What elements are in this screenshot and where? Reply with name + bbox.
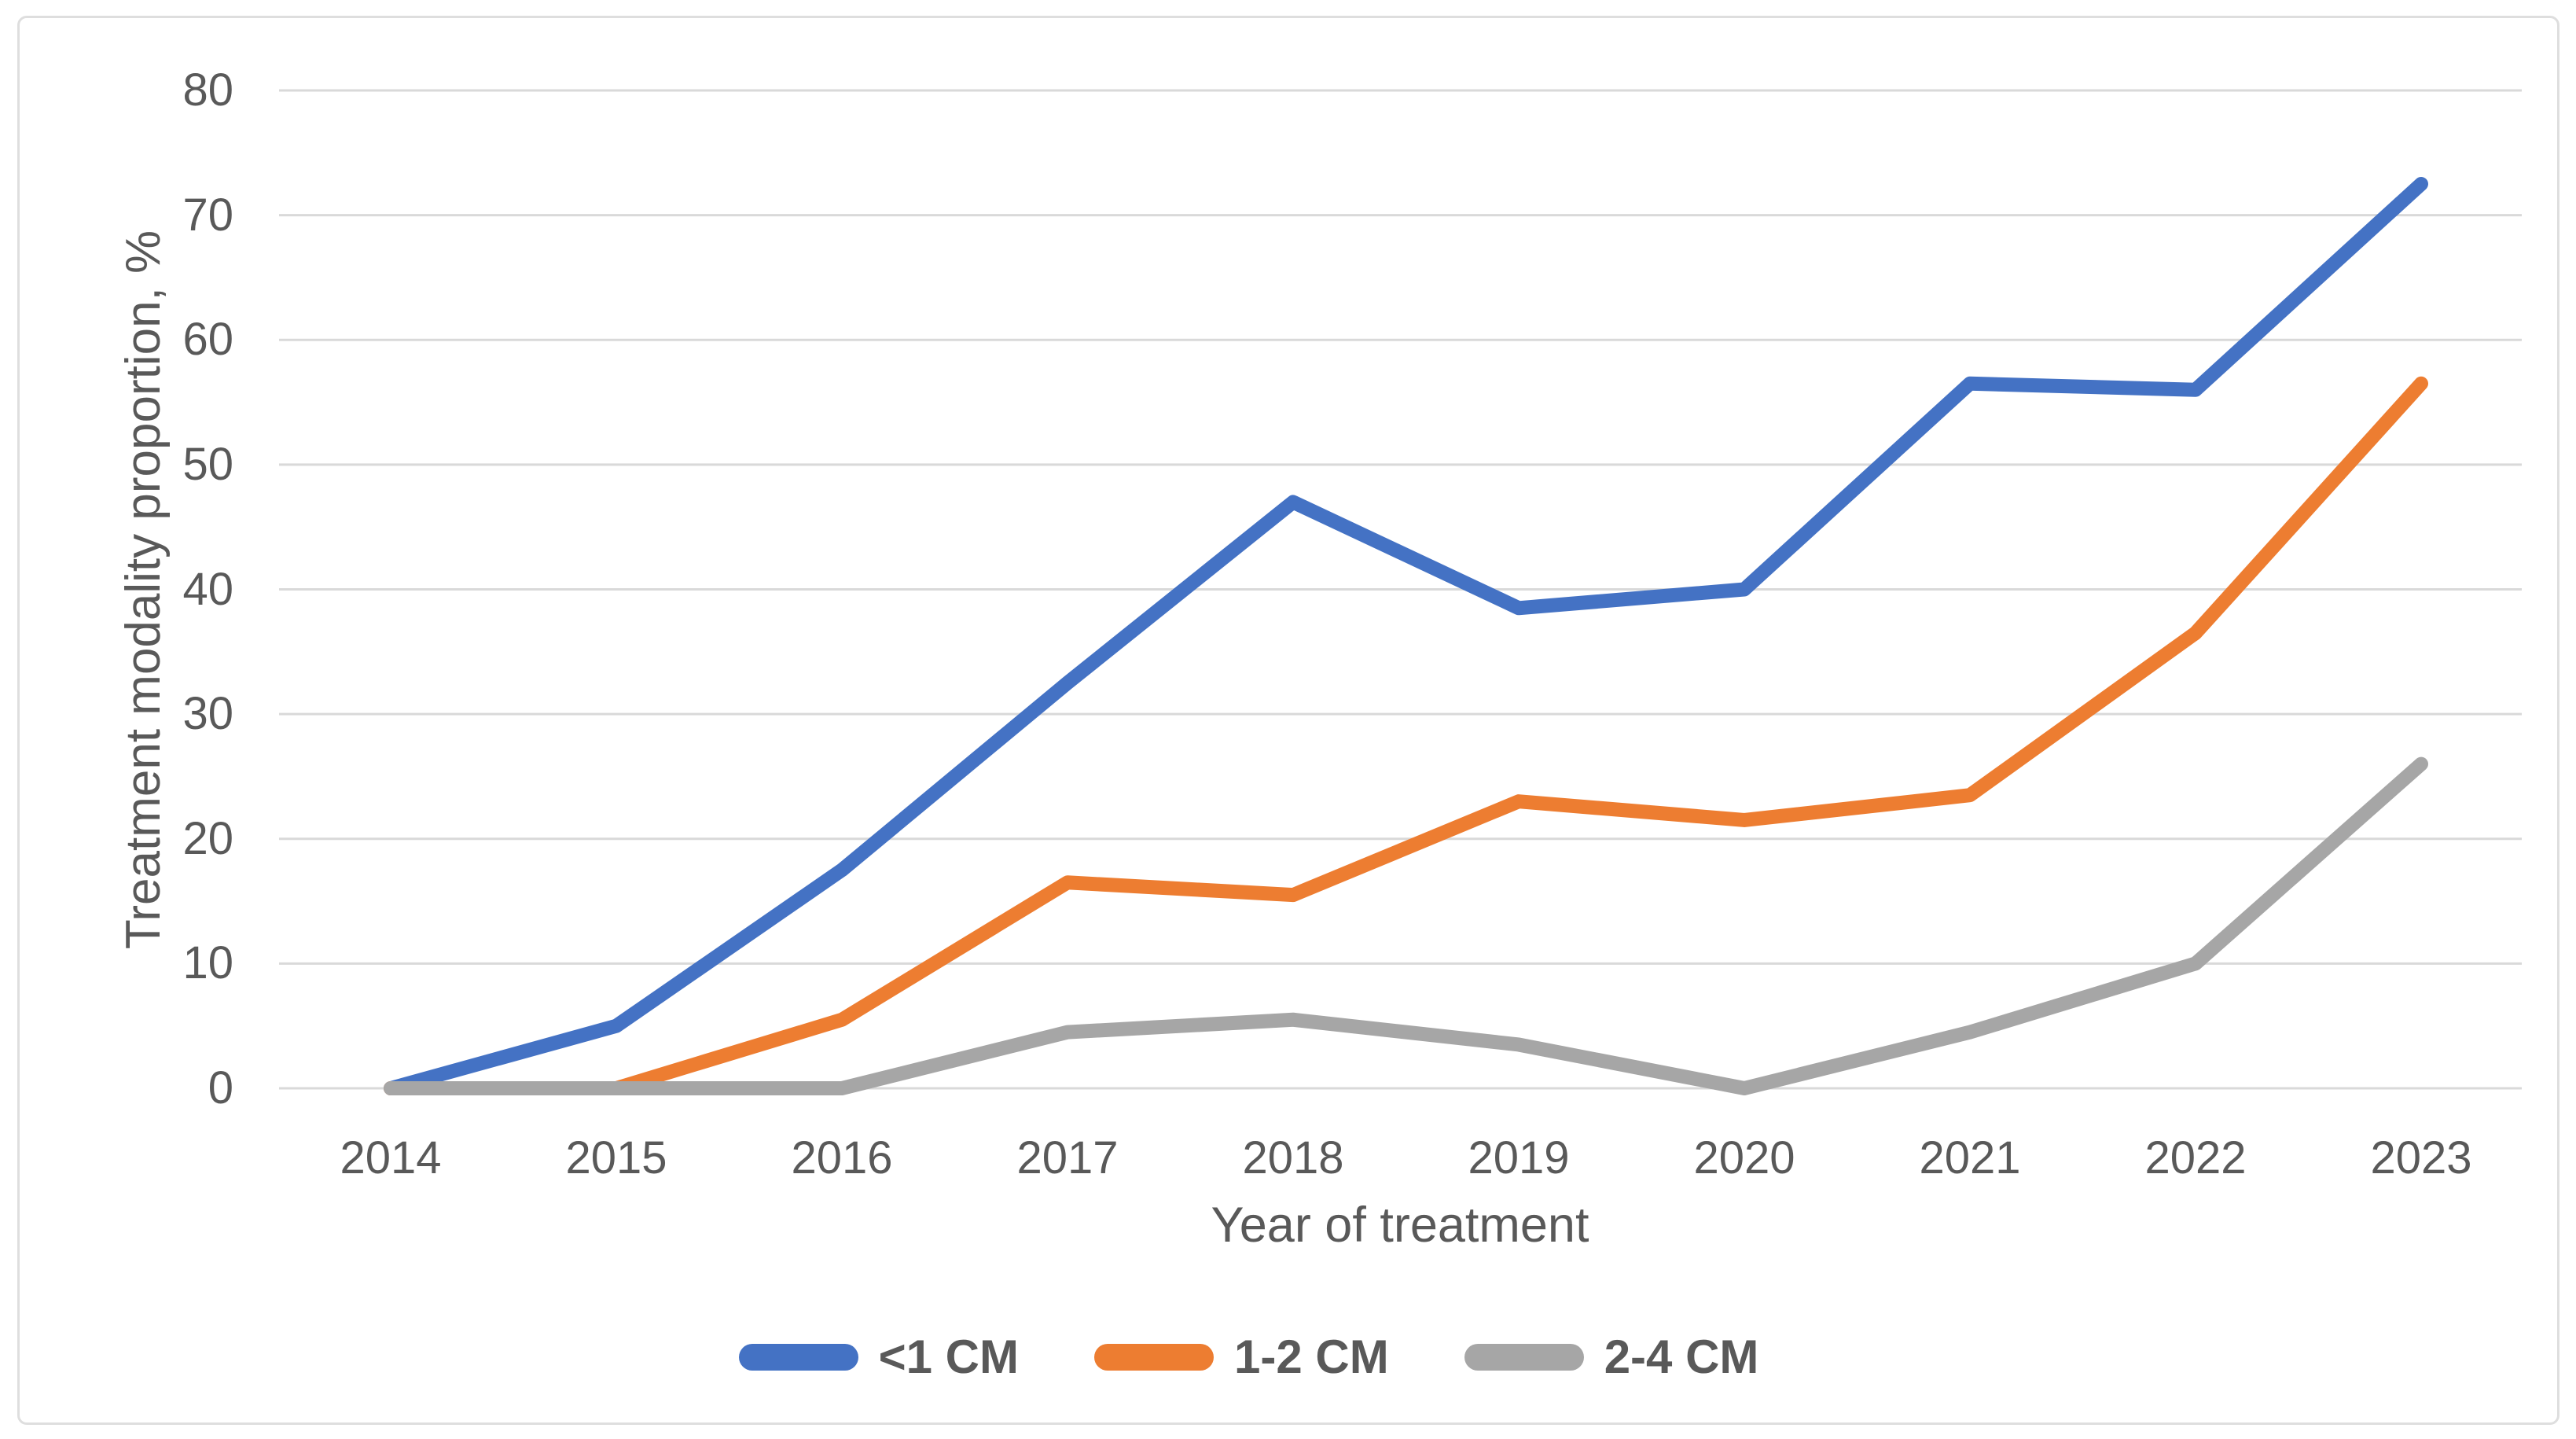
x-tick-label: 2014 [340,1132,442,1183]
y-axis-title: Treatment modality proportion, % [116,230,171,950]
y-tick-label: 0 [208,1062,233,1113]
legend-swatch [1093,1344,1214,1371]
y-tick-label: 50 [182,438,233,490]
y-tick-label: 10 [182,937,233,989]
gridlines [279,89,2522,1090]
series-line-2-4 CM [384,756,2428,1095]
x-tick-label: 2022 [2144,1132,2247,1183]
x-axis-title: Year of treatment [1211,1198,1589,1253]
y-tick-label: 40 [182,563,233,615]
y-tick-label: 80 [182,64,233,116]
legend-swatch [1464,1344,1584,1371]
x-tick-label: 2016 [791,1132,893,1183]
y-tick-label: 20 [182,812,233,864]
x-tick-label: 2019 [1468,1132,1570,1183]
legend-item: 2-4 CM [1464,1330,1759,1385]
legend-item: 1-2 CM [1093,1330,1389,1385]
x-tick-label: 2018 [1242,1132,1344,1183]
legend-label: <1 CM [878,1330,1019,1383]
x-tick-label: 2017 [1016,1132,1119,1183]
chart-svg [279,89,2522,1095]
legend-label: 2-4 CM [1604,1330,1759,1383]
x-tick-label: 2021 [1919,1132,2021,1183]
legend-label: 1-2 CM [1233,1330,1389,1383]
series-line-1-2 CM [384,376,2428,1095]
legend: <1 CM 1-2 CM 2-4 CM [20,1330,2537,1385]
x-tick-label: 2020 [1693,1132,1795,1183]
figure-frame: 0 10 20 30 40 50 60 70 80 2014 2015 2016 2017 2018 201… [17,16,2559,1425]
y-tick-label: 70 [182,189,233,241]
y-tick-label: 30 [182,688,233,740]
legend-item: <1 CM [738,1330,1019,1385]
legend-swatch [738,1344,858,1371]
x-tick-label: 2015 [565,1132,667,1183]
series-lines [384,176,2428,1095]
x-tick-label: 2023 [2370,1132,2472,1183]
series-line-<1 CM [384,176,2428,1095]
y-tick-label: 60 [182,314,233,366]
